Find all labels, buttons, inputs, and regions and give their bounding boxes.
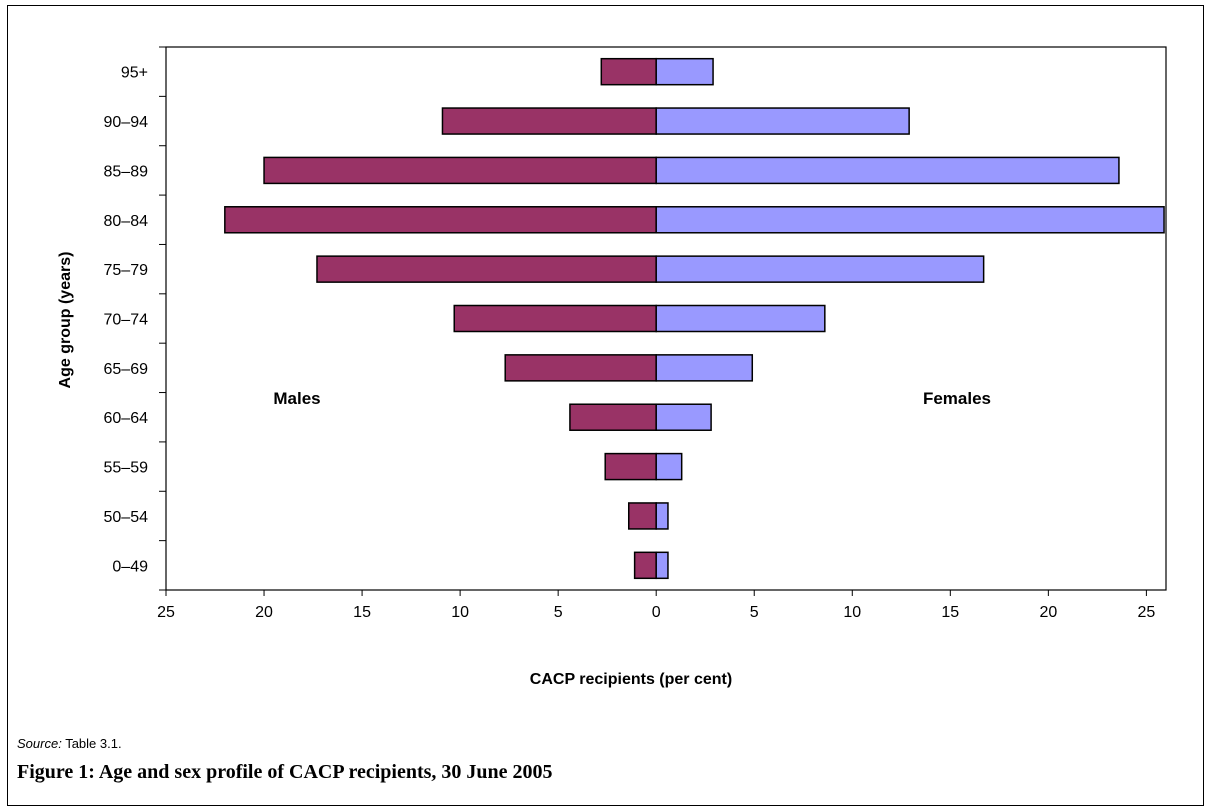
y-tick-label: 65–69 <box>104 361 149 378</box>
figure-caption: Figure 1: Age and sex profile of CACP re… <box>17 761 553 783</box>
bar-males-60–64 <box>569 403 657 431</box>
y-tick-label: 60–64 <box>104 410 149 427</box>
source-note: Source: Table 3.1. <box>17 736 122 751</box>
y-axis: 0–49 50–54 55–59 60–64 65–69 70–74 75–79 80–84 8… <box>104 46 166 591</box>
figure-frame <box>7 5 1204 806</box>
bar-males-70–74 <box>453 304 657 333</box>
bar-females-85–89 <box>655 156 1120 185</box>
y-tick-label: 85–89 <box>104 163 149 180</box>
bar-females-80–84 <box>655 206 1165 234</box>
source-label: Source: <box>17 736 62 751</box>
bar-males-90–94 <box>441 107 657 135</box>
bar-females-55–59 <box>655 452 683 481</box>
x-tick-label: 10 <box>843 604 861 621</box>
y-axis-title: Age group (years) <box>57 252 74 389</box>
x-tick-label: 15 <box>941 604 959 621</box>
bar-males-75–79 <box>316 255 657 283</box>
y-tick-label: 55–59 <box>104 460 149 477</box>
x-tick-label: 20 <box>255 604 273 621</box>
bar-females-65–69 <box>655 354 754 382</box>
bar-males-65–69 <box>504 354 657 382</box>
plot-border <box>165 46 1167 591</box>
bar-females-95+ <box>655 57 714 86</box>
x-tick-label: 15 <box>353 604 371 621</box>
bar-males-55–59 <box>604 452 657 481</box>
x-axis: 25 20 15 10 5 0 5 10 15 20 25 <box>157 590 1155 621</box>
bar-males-95+ <box>600 57 657 86</box>
x-tick-label: 25 <box>1137 604 1155 621</box>
bars-group <box>224 57 1165 580</box>
x-tick-label: 0 <box>652 604 661 621</box>
bar-males-0–49 <box>633 551 657 580</box>
bar-males-85–89 <box>263 156 657 185</box>
bar-females-90–94 <box>655 107 910 135</box>
y-tick-label: 75–79 <box>104 262 149 279</box>
bar-females-70–74 <box>655 304 826 333</box>
y-tick-label: 90–94 <box>104 114 149 131</box>
x-axis-title: CACP recipients (per cent) <box>530 671 732 688</box>
y-tick-label: 80–84 <box>104 213 149 230</box>
x-tick-label: 10 <box>451 604 469 621</box>
bar-males-80–84 <box>224 206 657 234</box>
bar-females-0–49 <box>655 551 669 580</box>
y-tick-label: 95+ <box>121 65 148 82</box>
bar-females-60–64 <box>655 403 712 431</box>
population-pyramid-chart: 0–49 50–54 55–59 60–64 65–69 70–74 75–79 80–84 8… <box>57 46 1167 688</box>
series-label-females: Females <box>923 389 991 408</box>
x-tick-label: 5 <box>750 604 759 621</box>
y-tick-label: 50–54 <box>104 509 149 526</box>
plot-area <box>165 46 1167 591</box>
x-tick-label: 25 <box>157 604 175 621</box>
x-tick-label: 20 <box>1039 604 1057 621</box>
y-tick-label: 70–74 <box>104 312 149 329</box>
series-label-males: Males <box>273 389 320 408</box>
bar-females-50–54 <box>655 502 669 530</box>
y-tick-label: 0–49 <box>112 558 148 575</box>
source-text: Table 3.1. <box>61 736 122 751</box>
x-tick-label: 5 <box>554 604 563 621</box>
bar-females-75–79 <box>655 255 985 283</box>
bar-males-50–54 <box>627 502 657 530</box>
